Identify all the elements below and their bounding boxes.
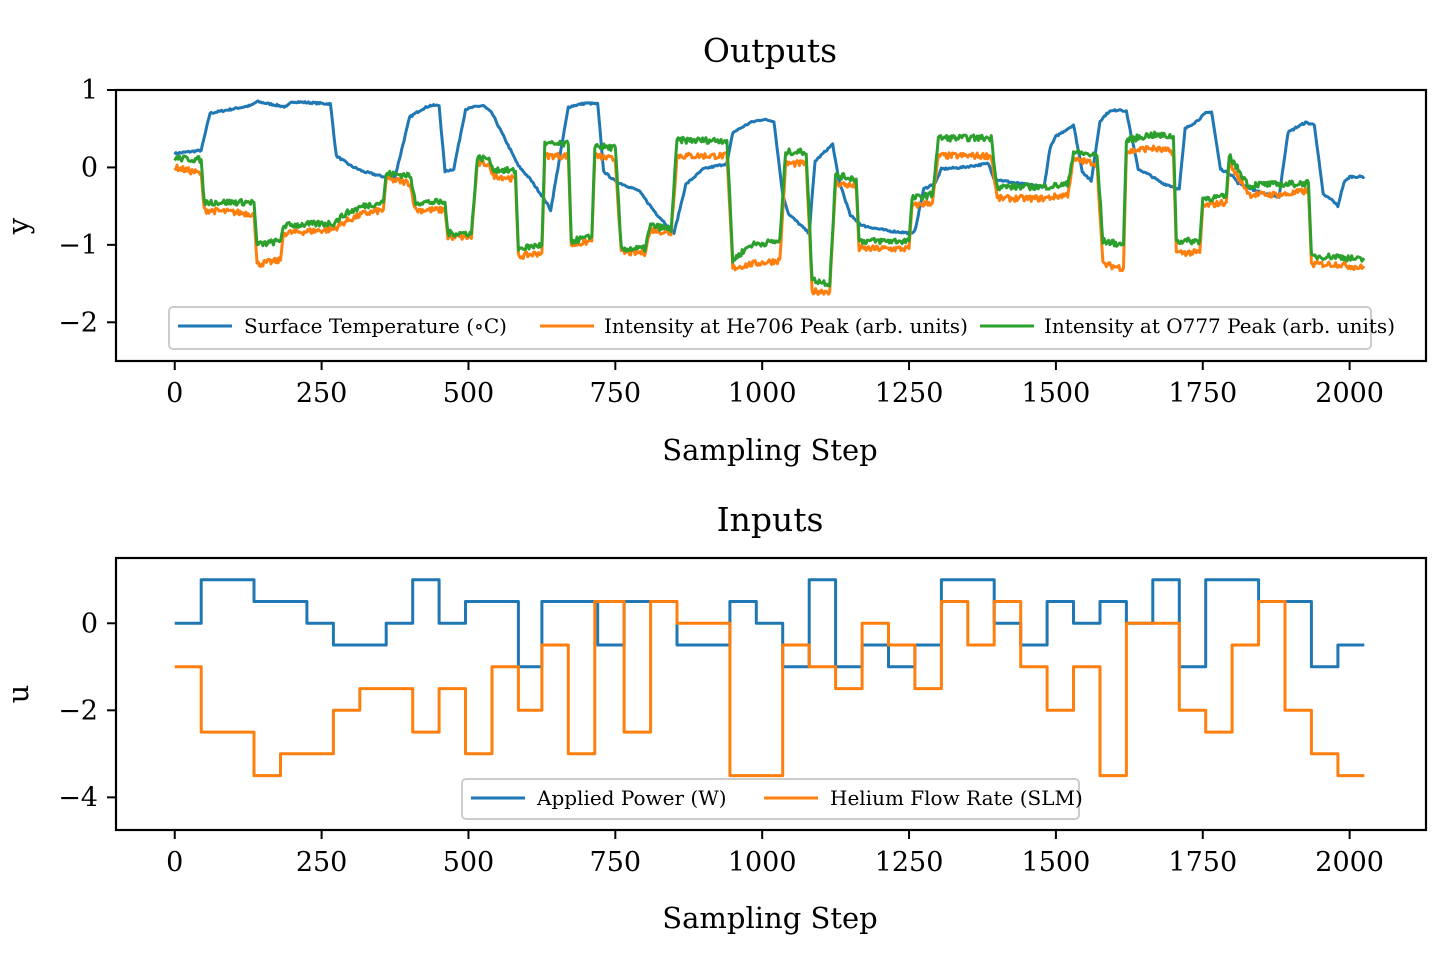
outputs-title: Outputs bbox=[703, 31, 837, 70]
outputs-legend-box bbox=[168, 306, 1372, 350]
inputs-x-tick-label: 1250 bbox=[875, 847, 944, 878]
inputs-y-tick-label: 0 bbox=[81, 608, 98, 639]
legend-label-applied-power: Applied Power (W) bbox=[536, 786, 727, 810]
outputs-y-tick-label: 0 bbox=[81, 152, 98, 183]
outputs-legend: Surface Temperature (∘C) Intensity at He… bbox=[168, 306, 1395, 350]
inputs-y-tick-label: −4 bbox=[58, 782, 98, 813]
legend-label-helium-flow: Helium Flow Rate (SLM) bbox=[830, 786, 1083, 810]
outputs-x-tick-label: 1000 bbox=[728, 378, 797, 409]
outputs-series bbox=[173, 99, 1366, 296]
outputs-x-tick-label: 0 bbox=[166, 378, 183, 409]
inputs-frame bbox=[114, 556, 1428, 832]
inputs-y-ticks: 0 −2 −4 bbox=[58, 608, 116, 813]
inputs-x-tick-label: 1500 bbox=[1022, 847, 1091, 878]
inputs-chart: Inputs 0 250 500 750 1000 1250 1500 1750 2000 0 −… bbox=[1, 500, 1428, 935]
inputs-x-tick-label: 1000 bbox=[728, 847, 797, 878]
inputs-y-tick-label: −2 bbox=[58, 695, 98, 726]
series-line-applied-power-w bbox=[174, 578, 1365, 669]
outputs-y-ticks: 1 0 −1 −2 bbox=[58, 75, 116, 338]
outputs-y-tick-label: 1 bbox=[81, 75, 98, 106]
inputs-x-tick-label: 500 bbox=[443, 847, 495, 878]
outputs-x-tick-label: 250 bbox=[296, 378, 348, 409]
outputs-x-tick-label: 1500 bbox=[1022, 378, 1091, 409]
inputs-title: Inputs bbox=[717, 500, 824, 539]
outputs-y-tick-label: −1 bbox=[58, 230, 98, 261]
series-line-intensity-at-o777-peak-arb-units bbox=[173, 130, 1366, 288]
outputs-x-tick-label: 1750 bbox=[1168, 378, 1237, 409]
outputs-x-tick-label: 750 bbox=[590, 378, 642, 409]
inputs-x-tick-label: 0 bbox=[166, 847, 183, 878]
inputs-x-tick-label: 250 bbox=[296, 847, 348, 878]
outputs-x-ticks: 0 250 500 750 1000 1250 1500 1750 2000 bbox=[166, 361, 1384, 409]
inputs-legend: Applied Power (W) Helium Flow Rate (SLM) bbox=[461, 778, 1083, 820]
inputs-x-tick-label: 1750 bbox=[1168, 847, 1237, 878]
inputs-series bbox=[174, 578, 1365, 778]
outputs-y-tick-label: −2 bbox=[58, 307, 98, 338]
series-line-surface-temperature-c bbox=[173, 99, 1366, 236]
series-line-helium-flow-rate-slm bbox=[174, 600, 1365, 778]
inputs-y-label: u bbox=[1, 685, 35, 704]
outputs-y-label: y bbox=[1, 217, 35, 235]
series-line-intensity-at-he706-peak-arb-units bbox=[173, 144, 1366, 296]
legend-label-o777: Intensity at O777 Peak (arb. units) bbox=[1044, 314, 1395, 338]
outputs-x-label: Sampling Step bbox=[662, 433, 877, 467]
outputs-x-tick-label: 500 bbox=[443, 378, 495, 409]
legend-label-surface-temperature: Surface Temperature (∘C) bbox=[244, 314, 507, 338]
outputs-chart: Outputs 0 250 500 750 1000 1250 1500 1750 2000 1… bbox=[1, 31, 1428, 467]
outputs-x-tick-label: 2000 bbox=[1315, 378, 1384, 409]
outputs-frame bbox=[114, 88, 1428, 363]
inputs-x-tick-label: 2000 bbox=[1315, 847, 1384, 878]
outputs-x-tick-label: 1250 bbox=[875, 378, 944, 409]
legend-label-he706: Intensity at He706 Peak (arb. units) bbox=[604, 314, 968, 338]
inputs-x-label: Sampling Step bbox=[662, 901, 877, 935]
inputs-x-tick-label: 750 bbox=[590, 847, 642, 878]
inputs-x-ticks: 0 250 500 750 1000 1250 1500 1750 2000 bbox=[166, 830, 1384, 878]
